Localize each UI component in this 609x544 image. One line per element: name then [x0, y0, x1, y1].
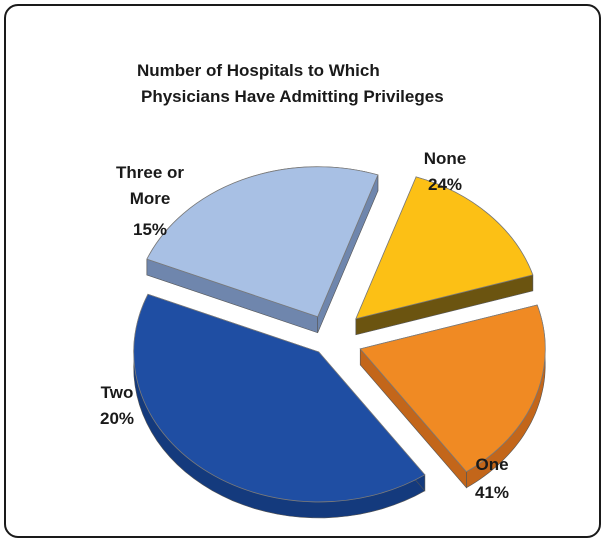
pie-slice-top-two — [359, 304, 546, 473]
slice-labels: None 24% Three or More 15% Two 20% One 4… — [100, 149, 509, 502]
label-two-name: Two — [101, 383, 134, 402]
label-one-name: One — [475, 455, 508, 474]
label-two-pct: 20% — [100, 409, 134, 428]
pie-slice-one — [133, 293, 426, 519]
label-three-name-1: Three or — [116, 163, 184, 182]
pie-slice-none — [146, 166, 379, 334]
pie-slice-top-one — [133, 293, 426, 503]
label-three-pct: 15% — [133, 220, 167, 239]
label-none-name: None — [424, 149, 467, 168]
label-none-pct: 24% — [428, 175, 462, 194]
pie-slice-top-none — [146, 166, 379, 318]
pie-slice-top-three-or-more — [355, 176, 534, 320]
chart-title: Number of Hospitals to Which Physicians … — [105, 58, 545, 110]
pie-slice-three-or-more — [355, 176, 534, 336]
label-three-name-2: More — [130, 189, 171, 208]
chart-title-line-2: Physicians Have Admitting Privileges — [141, 87, 444, 106]
chart-title-line-1: Number of Hospitals to Which — [137, 61, 380, 80]
pie-slices — [133, 166, 546, 519]
label-one-pct: 41% — [475, 483, 509, 502]
pie-slice-two — [359, 304, 546, 489]
